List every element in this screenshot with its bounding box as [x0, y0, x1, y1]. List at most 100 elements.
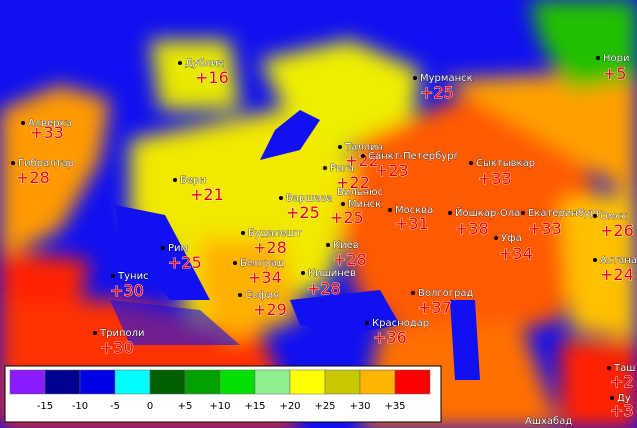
city-name: Ду: [617, 393, 631, 404]
city-dot: [161, 246, 165, 250]
city-dot: [361, 154, 365, 158]
legend-swatch: [79, 369, 116, 395]
legend-label: -5: [110, 401, 120, 412]
city-name: Гибралтар: [18, 158, 74, 169]
city-name: Будапешт: [248, 228, 302, 239]
city-dot: [413, 76, 417, 80]
city-dot: [593, 258, 597, 262]
city-name: Мурманск: [420, 73, 473, 84]
city-dot: [365, 321, 369, 325]
city-temp: +33: [478, 169, 512, 188]
city-dot: [469, 161, 473, 165]
city-temp: +37: [418, 298, 452, 317]
city-dot: [338, 145, 342, 149]
city-dot: [448, 211, 452, 215]
labels: Алверка+33Гибралтар+28Дублин+16Берн+21Ри…: [11, 53, 637, 427]
city-name: Сыктывкар: [476, 158, 535, 169]
legend-swatch: [184, 369, 221, 395]
city-name: Таш: [613, 363, 635, 374]
water-bodies: [110, 110, 480, 380]
city-name: Йошкар-Ола: [455, 206, 520, 219]
city-dot: [21, 121, 25, 125]
legend-swatch: [289, 369, 326, 395]
city-temp: +25: [330, 208, 364, 227]
city-temp: +23: [375, 161, 409, 180]
city-dot: [173, 178, 177, 182]
city-name: Уфа: [501, 233, 522, 244]
city-temp: +34: [499, 244, 533, 263]
legend: -15 -10 -5 0 +5 +10 +15 +20 +25 +30 +35: [4, 365, 442, 423]
city-temp: +22: [345, 151, 379, 170]
city-temp: +25: [168, 253, 202, 272]
city-dot: [521, 211, 525, 215]
city-temp: +30: [110, 281, 144, 300]
legend-swatch: [359, 369, 396, 395]
city-temp: +16: [195, 68, 229, 87]
city-temp: +2: [610, 372, 634, 391]
city-name: Тунис: [117, 271, 149, 282]
legend-swatch: [394, 369, 431, 395]
city-name: Варшава: [286, 193, 333, 204]
city-name: Киев: [333, 240, 359, 251]
city-temp: +28: [333, 250, 367, 269]
city-temp: +34: [248, 268, 282, 287]
legend-label: +30: [349, 401, 370, 412]
city-name: Триполи: [99, 328, 145, 339]
legend-swatch: [9, 369, 46, 395]
city-name: Алверка: [28, 118, 72, 129]
city-name: Кишинев: [308, 268, 356, 279]
legend-label: -10: [72, 401, 88, 412]
city-temp: +25: [420, 83, 454, 102]
city-dot: [178, 61, 182, 65]
city-temp: +22: [336, 173, 370, 192]
legend-swatch: [114, 369, 151, 395]
city-name: Дублин: [185, 58, 224, 69]
legend-label: -15: [37, 401, 53, 412]
city-dot: [607, 366, 611, 370]
legend-swatch: [324, 369, 361, 395]
city-temp: +28: [307, 279, 341, 298]
legend-swatch: [219, 369, 256, 395]
city-name: Таллин: [344, 142, 383, 153]
city-dot: [233, 261, 237, 265]
city-name: Нори: [603, 53, 629, 64]
city-temp: +25: [286, 203, 320, 222]
city-name: Краснодар: [372, 318, 429, 329]
city-temp: +5: [603, 64, 627, 83]
city-temp: +28: [16, 168, 50, 187]
city-dot: [93, 331, 97, 335]
city-temp: +28: [253, 238, 287, 257]
city-temp: +26: [600, 221, 634, 240]
city-temp: +33: [30, 123, 64, 142]
city-name: Омск: [600, 211, 627, 222]
city-temp: +24: [600, 265, 634, 284]
city-dot: [341, 202, 345, 206]
legend-swatch: [44, 369, 81, 395]
city-temp: +31: [395, 214, 429, 233]
legend-label: +25: [314, 401, 335, 412]
city-temp: +3: [610, 401, 634, 420]
legend-swatch: [254, 369, 291, 395]
city-name: София: [245, 290, 279, 301]
city-name: Астана: [600, 255, 637, 266]
city-name: Ашхабад: [525, 416, 572, 427]
legend-label: +15: [244, 401, 265, 412]
city-dot: [279, 196, 283, 200]
city-temp: +33: [528, 219, 562, 238]
city-dot: [411, 291, 415, 295]
city-name: Белград: [240, 258, 284, 269]
legend-swatch: [149, 369, 186, 395]
city-name: Екатеринбург: [528, 208, 602, 219]
city-dot: [494, 236, 498, 240]
city-name: Берн: [180, 175, 206, 186]
city-name: Рим: [168, 243, 188, 254]
city-dot: [596, 56, 600, 60]
legend-label: +10: [209, 401, 230, 412]
city-name: Минск: [348, 199, 381, 210]
city-dot: [610, 396, 614, 400]
city-temp: +21: [190, 185, 224, 204]
city-name: Волгоград: [418, 288, 473, 299]
city-name: Санкт-Петербург: [368, 151, 459, 162]
